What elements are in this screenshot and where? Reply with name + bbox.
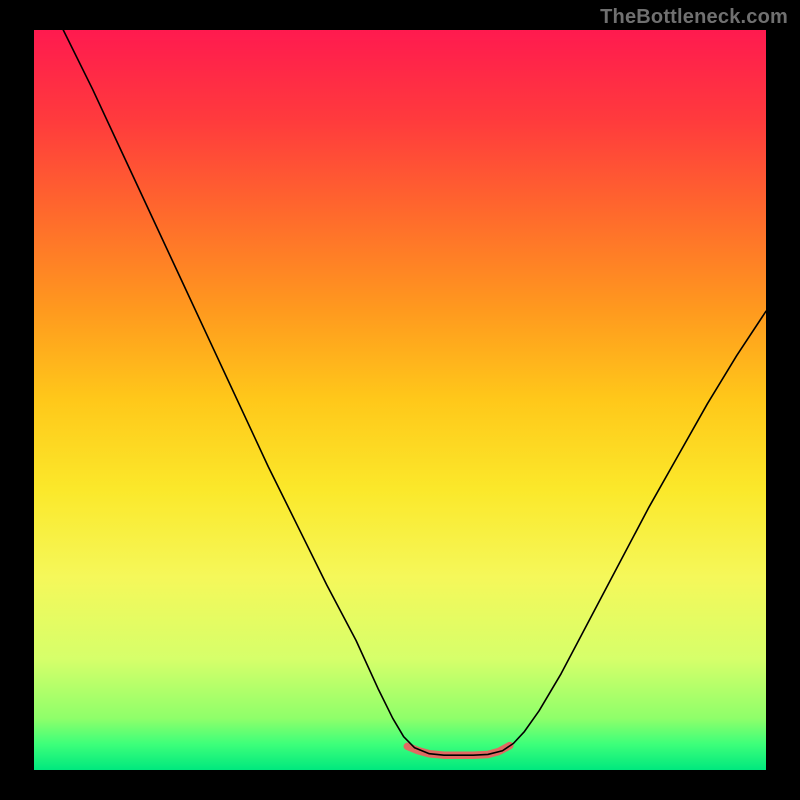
plot-svg [34,30,766,770]
plot-background [34,30,766,770]
plot-area [34,30,766,770]
watermark-text: TheBottleneck.com [600,6,788,29]
chart-frame: TheBottleneck.com [0,0,800,800]
